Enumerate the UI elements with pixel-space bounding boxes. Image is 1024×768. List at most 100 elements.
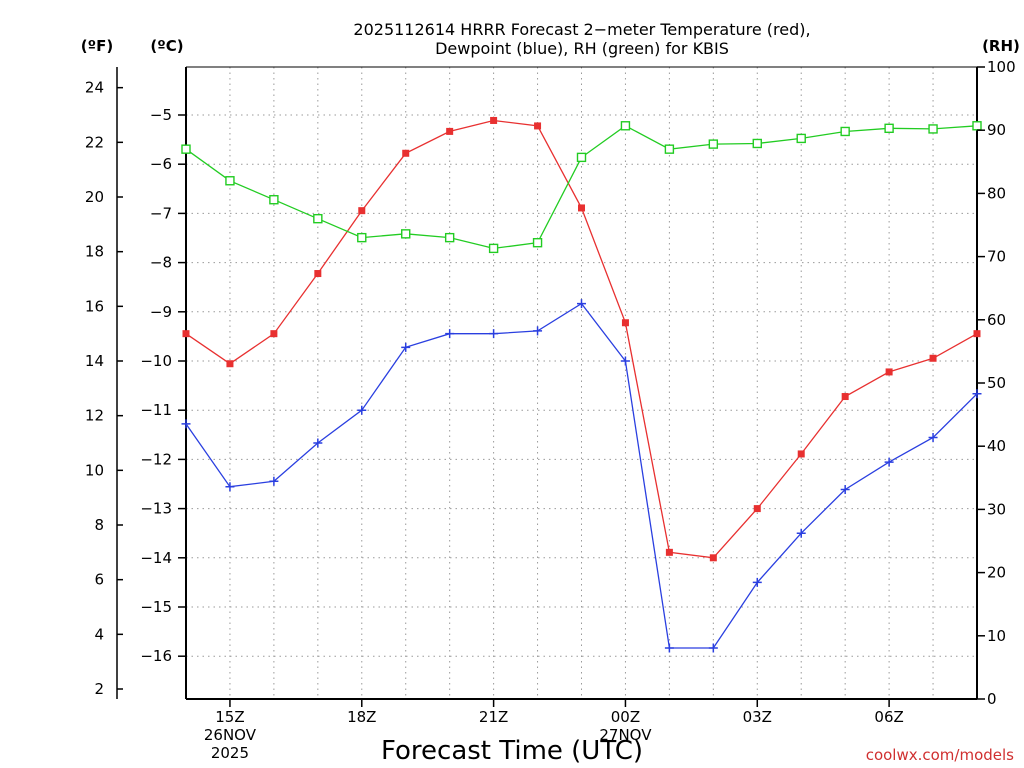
temperature-point bbox=[709, 554, 717, 562]
dewpoint-point bbox=[972, 389, 982, 399]
temperature-point bbox=[797, 450, 805, 458]
dewpoint-point bbox=[533, 326, 543, 336]
celsius-tick-label: −10 bbox=[140, 352, 172, 370]
rh-point bbox=[444, 232, 455, 243]
fahrenheit-tick-label: 10 bbox=[85, 461, 104, 479]
temperature-point bbox=[446, 127, 454, 135]
credit-text: coolwx.com/models bbox=[866, 746, 1014, 764]
dewpoint-point bbox=[313, 438, 323, 448]
fahrenheit-tick-label: 6 bbox=[94, 571, 104, 589]
celsius-tick-label: −9 bbox=[150, 303, 172, 321]
celsius-tick-label: −5 bbox=[150, 106, 172, 124]
axes bbox=[116, 66, 978, 700]
grid-lines bbox=[186, 67, 977, 699]
fahrenheit-tick-label: 22 bbox=[85, 133, 104, 151]
rh-point bbox=[840, 126, 850, 137]
rh-point bbox=[664, 144, 675, 154]
dewpoint-point bbox=[664, 643, 674, 653]
rh-tick-label: 50 bbox=[987, 374, 1006, 392]
rh-point bbox=[532, 237, 543, 248]
fahrenheit-tick-label: 18 bbox=[85, 243, 104, 261]
celsius-tick-label: −13 bbox=[140, 500, 172, 518]
chart-title: 2025112614 HRRR Forecast 2−meter Tempera… bbox=[353, 20, 810, 58]
x-tick-label: 18Z bbox=[347, 708, 376, 726]
temperature-point bbox=[402, 149, 410, 157]
data-series bbox=[181, 116, 982, 653]
rh-point bbox=[488, 243, 499, 254]
fahrenheit-tick-label: 24 bbox=[85, 79, 104, 97]
dewpoint-point bbox=[708, 643, 718, 653]
fahrenheit-tick-label: 16 bbox=[85, 297, 104, 315]
temperature-point bbox=[182, 330, 190, 338]
celsius-tick-label: −12 bbox=[140, 450, 172, 468]
temperature-line bbox=[185, 119, 978, 559]
x-tick-label: 26NOV bbox=[204, 726, 257, 744]
temperature-point bbox=[534, 122, 542, 130]
celsius-unit-label: (ºC) bbox=[150, 37, 183, 55]
rh-point bbox=[357, 232, 367, 243]
x-tick-label: 2025 bbox=[211, 744, 249, 762]
temperature-point bbox=[490, 116, 498, 124]
celsius-tick-label: −7 bbox=[150, 204, 172, 222]
rh-tick-label: 100 bbox=[987, 58, 1016, 76]
temperature-point bbox=[753, 505, 761, 513]
temperature-point bbox=[358, 207, 366, 215]
celsius-tick-label: −11 bbox=[140, 401, 172, 419]
rh-tick-label: 40 bbox=[987, 437, 1006, 455]
x-tick-label: 21Z bbox=[479, 708, 508, 726]
rh-point bbox=[269, 195, 279, 205]
rh-tick-label: 20 bbox=[987, 564, 1006, 582]
temperature-point bbox=[226, 360, 234, 368]
rh-point bbox=[972, 121, 982, 131]
dewpoint-point bbox=[796, 528, 806, 538]
rh-point bbox=[708, 139, 719, 149]
dewpoint-point bbox=[357, 405, 367, 415]
rh-point bbox=[928, 124, 938, 134]
dewpoint-point bbox=[620, 356, 630, 366]
x-axis-label: Forecast Time (UTC) bbox=[381, 736, 643, 766]
dewpoint-point bbox=[884, 457, 894, 467]
dewpoint-point bbox=[489, 329, 499, 339]
rh-point bbox=[620, 121, 631, 131]
dewpoint-point bbox=[928, 433, 938, 443]
title-line-1: 2025112614 HRRR Forecast 2−meter Tempera… bbox=[353, 20, 810, 39]
fahrenheit-tick-label: 2 bbox=[94, 680, 104, 698]
temperature-point bbox=[665, 548, 673, 556]
fahrenheit-tick-label: 4 bbox=[94, 625, 104, 643]
dewpoint-point bbox=[577, 299, 586, 309]
dewpoint-point bbox=[752, 577, 762, 587]
dewpoint-point bbox=[401, 342, 411, 352]
dewpoint-point bbox=[840, 484, 850, 494]
celsius-tick-label: −8 bbox=[150, 254, 172, 272]
x-tick-label: 27NOV bbox=[599, 726, 652, 744]
rh-tick-label: 0 bbox=[987, 690, 997, 708]
title-line-2: Dewpoint (blue), RH (green) for KBIS bbox=[435, 39, 729, 58]
x-tick-label: 00Z bbox=[611, 708, 640, 726]
rh-tick-label: 60 bbox=[987, 311, 1006, 329]
celsius-tick-label: −15 bbox=[140, 598, 172, 616]
dewpoint-point bbox=[181, 419, 191, 429]
dewpoint-point bbox=[445, 329, 455, 339]
rh-point bbox=[401, 229, 411, 239]
fahrenheit-unit-label: (ºF) bbox=[81, 37, 113, 55]
dewpoint-point bbox=[269, 476, 279, 486]
rh-point bbox=[576, 152, 587, 163]
rh-point bbox=[313, 213, 323, 224]
rh-tick-label: 30 bbox=[987, 500, 1006, 518]
temperature-point bbox=[973, 330, 981, 338]
rh-tick-label: 10 bbox=[987, 627, 1006, 645]
temperature-point bbox=[885, 368, 893, 376]
rh-tick-label: 70 bbox=[987, 248, 1006, 266]
celsius-tick-label: −14 bbox=[140, 549, 172, 567]
celsius-tick-label: −16 bbox=[140, 647, 172, 665]
temperature-point bbox=[929, 354, 937, 362]
fahrenheit-tick-label: 20 bbox=[85, 188, 104, 206]
temperature-point bbox=[270, 330, 278, 338]
x-tick-label: 06Z bbox=[874, 708, 903, 726]
fahrenheit-tick-label: 14 bbox=[85, 352, 104, 370]
dewpoint-point bbox=[225, 482, 235, 492]
rh-point bbox=[796, 133, 806, 144]
temperature-point bbox=[314, 270, 322, 278]
rh-point bbox=[752, 138, 762, 149]
